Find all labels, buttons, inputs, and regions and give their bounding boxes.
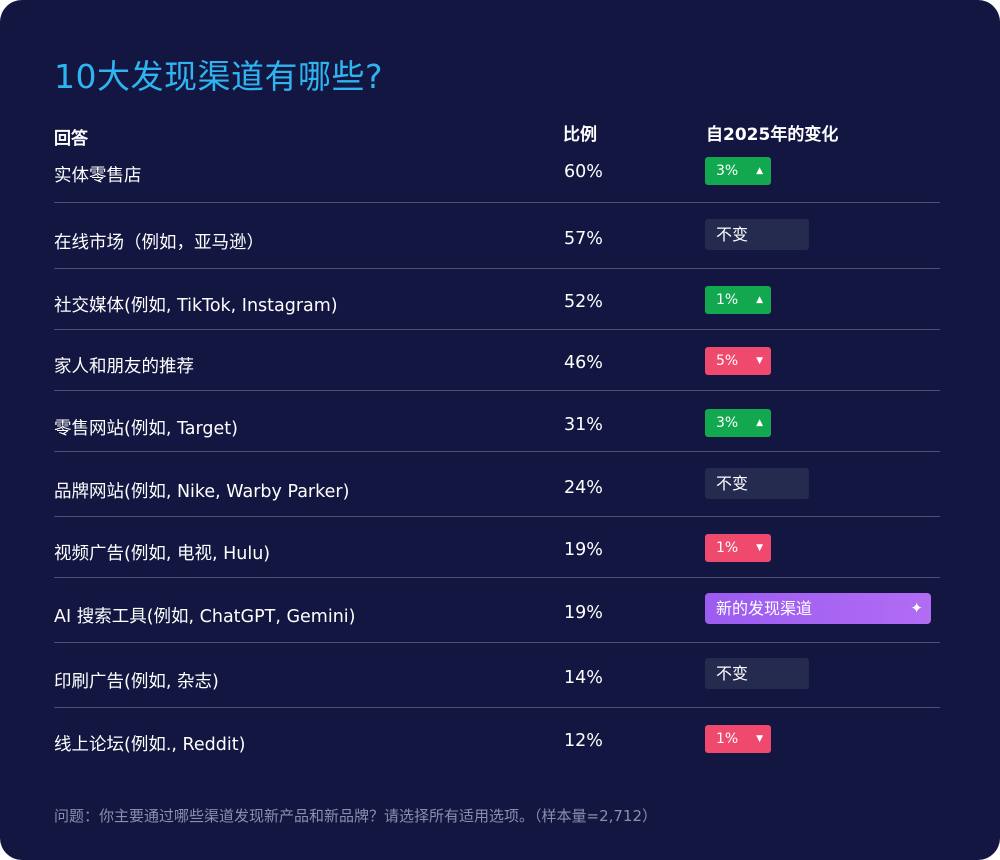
row-divider [54, 268, 940, 269]
change-badge-text: 1% [716, 292, 739, 308]
triangle-down-icon: ▼ [756, 734, 763, 744]
row-percentage: 24% [564, 478, 603, 498]
row-percentage: 19% [564, 603, 603, 623]
row-label: 在线市场（例如，亚马逊） [54, 233, 264, 253]
change-badge-text: 不变 [716, 664, 749, 683]
row-label: 线上论坛(例如., Reddit) [54, 735, 246, 755]
row-divider [54, 390, 940, 391]
change-badge-text: 不变 [716, 474, 749, 493]
row-label: 视频广告(例如, 电视, Hulu) [54, 544, 271, 564]
change-badge-text: 新的发现渠道 [716, 599, 813, 618]
triangle-up-icon: ▲ [756, 166, 763, 176]
triangle-down-icon: ▼ [756, 543, 763, 553]
change-badge-down: 1% ▼ [705, 725, 771, 753]
row-divider [54, 451, 940, 452]
row-divider [54, 707, 940, 708]
row-divider [54, 642, 940, 643]
row-label: AI 搜索工具(例如, ChatGPT, Gemini) [54, 607, 356, 627]
change-badge-text: 5% [716, 353, 739, 369]
header-ratio: 比例 [563, 125, 597, 145]
row-percentage: 31% [564, 415, 603, 435]
change-badge-text: 1% [716, 540, 739, 556]
change-badge-up: 3% ▲ [705, 157, 771, 185]
row-percentage: 46% [564, 353, 603, 373]
row-percentage: 52% [564, 292, 603, 312]
row-label: 社交媒体(例如, TikTok, Instagram) [54, 296, 338, 316]
row-percentage: 19% [564, 540, 603, 560]
change-badge-flat: 不变 [705, 468, 809, 499]
header-answer: 回答 [54, 129, 88, 149]
change-badge-down: 5% ▼ [705, 347, 771, 375]
row-percentage: 12% [564, 731, 603, 751]
row-percentage: 57% [564, 229, 603, 249]
row-label: 实体零售店 [54, 166, 142, 186]
row-label: 零售网站(例如, Target) [54, 419, 238, 439]
change-badge-down: 1% ▼ [705, 534, 771, 562]
header-change: 自2025年的变化 [706, 125, 839, 145]
change-badge-text: 不变 [716, 225, 749, 244]
change-badge-up: 3% ▲ [705, 409, 771, 437]
change-badge-up: 1% ▲ [705, 286, 771, 314]
change-badge-text: 3% [716, 415, 739, 431]
triangle-up-icon: ▲ [756, 295, 763, 305]
row-label: 印刷广告(例如, 杂志) [54, 672, 219, 692]
row-label: 品牌网站(例如, Nike, Warby Parker) [54, 482, 350, 502]
change-badge-text: 3% [716, 163, 739, 179]
triangle-up-icon: ▲ [756, 418, 763, 428]
row-divider [54, 516, 940, 517]
triangle-down-icon: ▼ [756, 356, 763, 366]
footnote: 问题：你主要通过哪些渠道发现新产品和新品牌？请选择所有适用选项。（样本量=2,7… [54, 807, 658, 825]
row-divider [54, 202, 940, 203]
change-badge-flat: 不变 [705, 658, 809, 689]
change-badge-text: 1% [716, 731, 739, 747]
row-divider [54, 577, 940, 578]
change-badge-new: 新的发现渠道 ✦ [705, 593, 931, 624]
row-divider [54, 329, 940, 330]
sparkle-icon: ✦ [910, 599, 923, 617]
chart-title: 10大发现渠道有哪些? [54, 57, 384, 96]
row-percentage: 14% [564, 668, 603, 688]
row-percentage: 60% [564, 162, 603, 182]
row-label: 家人和朋友的推荐 [54, 357, 194, 377]
change-badge-flat: 不变 [705, 219, 809, 250]
